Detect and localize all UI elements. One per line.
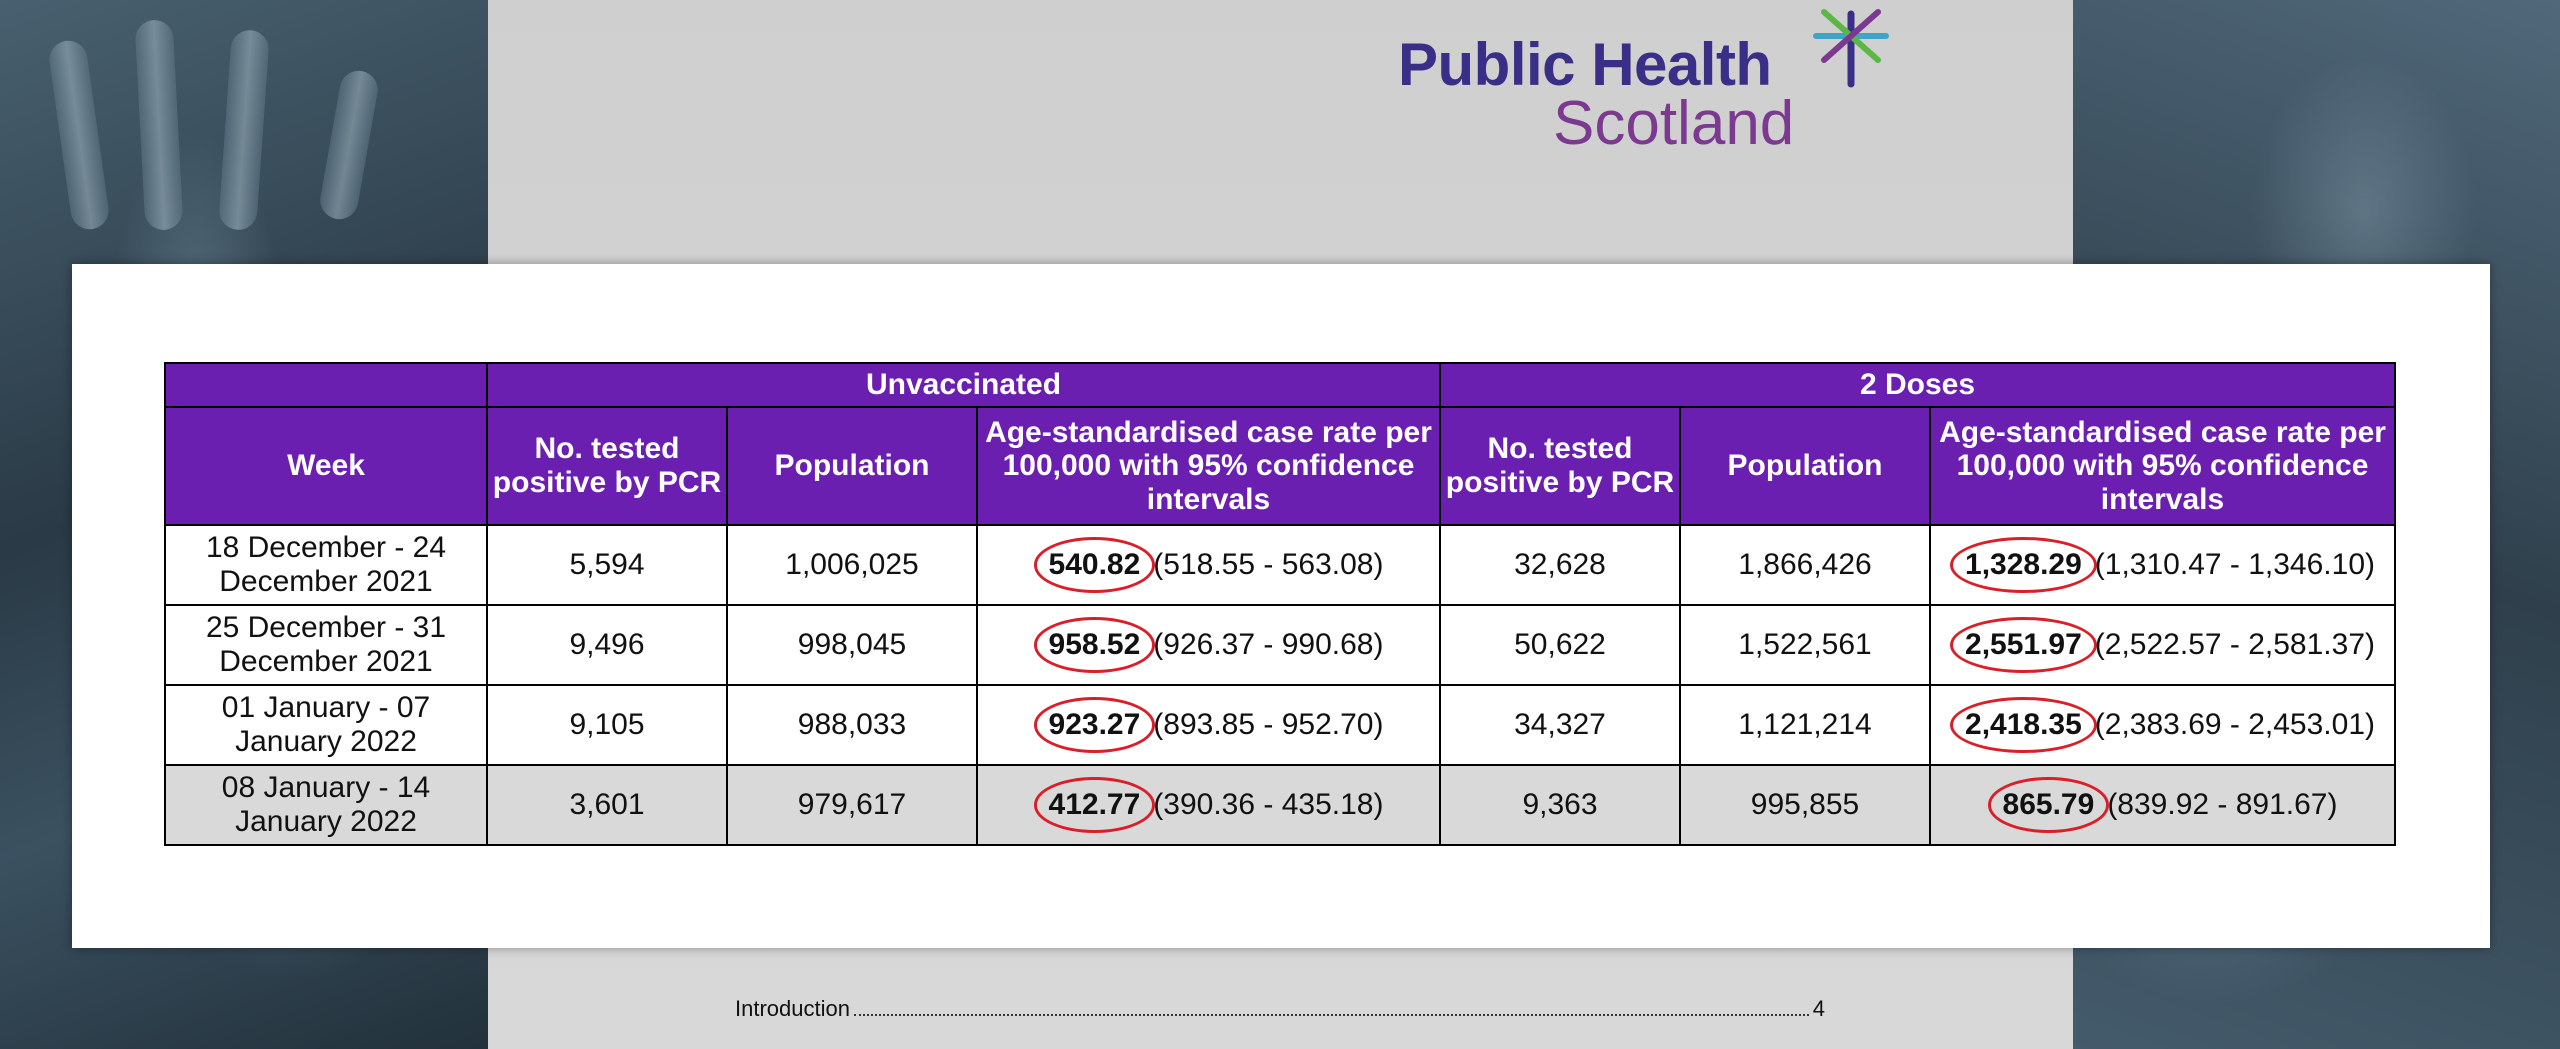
confidence-interval: (2,383.69 - 2,453.01) (2094, 708, 2375, 742)
logo-text-line1: Public Health (1398, 31, 1772, 98)
public-health-scotland-logo: Public Health Scotland (1398, 8, 1938, 158)
rate-cell: 2,418.35 (2,383.69 - 2,453.01) (1928, 684, 2397, 766)
column-header-population: Population (726, 406, 978, 526)
column-header-rate: Age-standardised case rate per 100,000 w… (1928, 406, 2397, 526)
case-rate-table: Unvaccinated 2 Doses Week No. tested pos… (164, 362, 2397, 846)
positive-cell: 9,105 (486, 684, 728, 766)
table-row: 25 December - 31 December 2021 9,496 998… (164, 604, 2397, 686)
positive-cell: 3,601 (486, 764, 728, 846)
population-cell: 979,617 (726, 764, 978, 846)
population-cell: 1,866,426 (1679, 524, 1931, 606)
rate-cell: 2,551.97 (2,522.57 - 2,581.37) (1928, 604, 2397, 686)
week-cell: 08 January - 14 January 2022 (164, 764, 488, 846)
highlighted-rate: 2,418.35 (1950, 697, 2097, 753)
population-cell: 1,522,561 (1679, 604, 1931, 686)
rate-cell: 923.27 (893.85 - 952.70) (976, 684, 1441, 766)
column-header-population: Population (1679, 406, 1931, 526)
group-header-unvaccinated: Unvaccinated (486, 362, 1441, 408)
table-of-contents: Introduction 4 (735, 996, 1825, 1028)
group-header-blank (164, 362, 488, 408)
confidence-interval: (839.92 - 891.67) (2107, 788, 2338, 822)
population-cell: 1,006,025 (726, 524, 978, 606)
confidence-interval: (2,522.57 - 2,581.37) (2094, 628, 2375, 662)
positive-cell: 32,628 (1439, 524, 1681, 606)
positive-cell: 50,622 (1439, 604, 1681, 686)
rate-cell: 412.77 (390.36 - 435.18) (976, 764, 1441, 846)
confidence-interval: (1,310.47 - 1,346.10) (2094, 548, 2375, 582)
rate-cell: 958.52 (926.37 - 990.68) (976, 604, 1441, 686)
confidence-interval: (926.37 - 990.68) (1153, 628, 1384, 662)
rate-cell: 1,328.29 (1,310.47 - 1,346.10) (1928, 524, 2397, 606)
column-header-rate: Age-standardised case rate per 100,000 w… (976, 406, 1441, 526)
logo-text-line2: Scotland (1553, 89, 1795, 158)
highlighted-rate: 540.82 (1033, 537, 1156, 593)
toc-item[interactable]: Introduction 4 (735, 996, 1825, 1028)
population-cell: 1,121,214 (1679, 684, 1931, 766)
confidence-interval: (390.36 - 435.18) (1153, 788, 1384, 822)
table-row: 18 December - 24 December 2021 5,594 1,0… (164, 524, 2397, 606)
highlighted-rate: 1,328.29 (1950, 537, 2097, 593)
highlighted-rate: 865.79 (1987, 777, 2110, 833)
positive-cell: 5,594 (486, 524, 728, 606)
highlighted-rate: 958.52 (1033, 617, 1156, 673)
population-cell: 998,045 (726, 604, 978, 686)
positive-cell: 34,327 (1439, 684, 1681, 766)
table-card: Unvaccinated 2 Doses Week No. tested pos… (72, 264, 2490, 948)
highlighted-rate: 2,551.97 (1950, 617, 2097, 673)
logo-star-icon (1813, 9, 1889, 88)
toc-item-page: 4 (1812, 996, 1825, 1021)
week-cell: 25 December - 31 December 2021 (164, 604, 488, 686)
rate-cell: 540.82 (518.55 - 563.08) (976, 524, 1441, 606)
population-cell: 988,033 (726, 684, 978, 766)
highlighted-rate: 412.77 (1033, 777, 1156, 833)
toc-item-title: Introduction (735, 996, 850, 1021)
column-header-positive: No. tested positive by PCR (486, 406, 728, 526)
group-header-2-doses: 2 Doses (1438, 362, 2397, 408)
confidence-interval: (518.55 - 563.08) (1153, 548, 1384, 582)
column-header-positive: No. tested positive by PCR (1439, 406, 1681, 526)
positive-cell: 9,496 (486, 604, 728, 686)
table-row: 08 January - 14 January 2022 3,601 979,6… (164, 764, 2397, 846)
positive-cell: 9,363 (1439, 764, 1681, 846)
population-cell: 995,855 (1679, 764, 1931, 846)
week-cell: 18 December - 24 December 2021 (164, 524, 488, 606)
highlighted-rate: 923.27 (1033, 697, 1156, 753)
column-header-week: Week (164, 406, 488, 526)
table-row: 01 January - 07 January 2022 9,105 988,0… (164, 684, 2397, 766)
week-cell: 01 January - 07 January 2022 (164, 684, 488, 766)
rate-cell: 865.79 (839.92 - 891.67) (1928, 764, 2397, 846)
confidence-interval: (893.85 - 952.70) (1153, 708, 1384, 742)
toc-leader-dots (853, 1014, 1809, 1016)
